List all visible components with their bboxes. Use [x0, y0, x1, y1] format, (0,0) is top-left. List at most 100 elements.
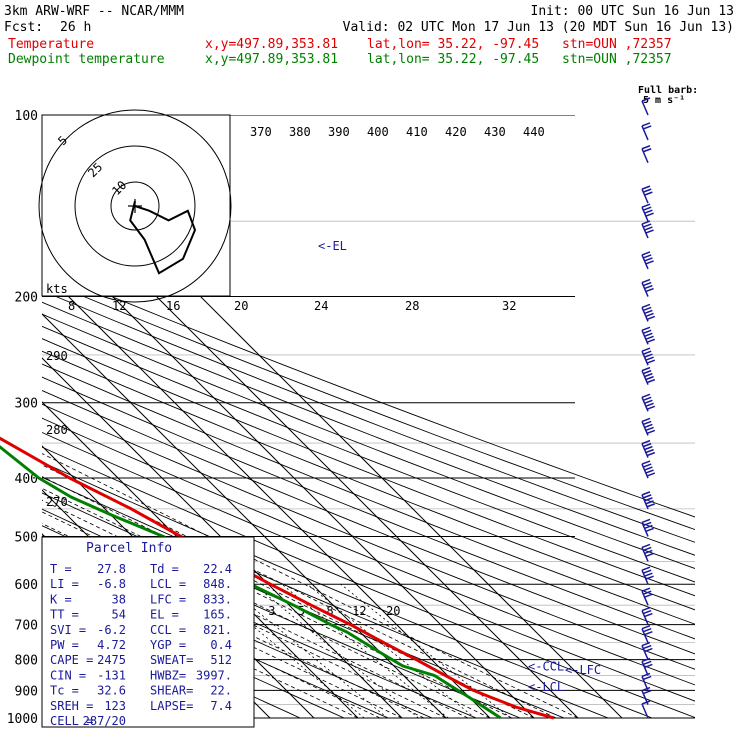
theta-label: 400: [367, 125, 389, 139]
parcel-info-value: HWBZ=: [150, 668, 186, 682]
parcel-info-value: T =: [50, 562, 72, 576]
parcel-info-value: LFC =: [150, 592, 186, 606]
parcel-info-value: SHEAR=: [150, 684, 193, 698]
moist-adiabat-line: [42, 453, 579, 719]
parcel-info-value: -6.2: [97, 623, 126, 637]
isotherm-line: [42, 401, 359, 719]
pressure-label: 1000: [7, 712, 38, 727]
parcel-info-value: EL =: [150, 608, 179, 622]
wind-barb: [641, 543, 654, 562]
wind-barb: [641, 122, 652, 141]
wind-barb: [641, 145, 652, 164]
dry-adiabat-line: [42, 325, 695, 583]
level-marker: <-LFC: [565, 663, 601, 677]
parcel-info-value: CCL =: [150, 623, 186, 637]
dry-adiabat-line: [42, 267, 695, 518]
parcel-info-value: 38: [112, 592, 126, 606]
dry-adiabat-line: [42, 376, 695, 640]
parcel-info-value: Td =: [150, 562, 179, 576]
dry-adiabat-line: [42, 389, 695, 655]
scale-label: 12: [112, 299, 126, 313]
parcel-info-value: 0.4: [210, 638, 232, 652]
wind-barb: [641, 185, 653, 204]
parcel-info-value: SREH =: [50, 699, 93, 713]
temperature-trace: [0, 436, 555, 720]
parcel-info-value: TT =: [50, 608, 79, 622]
dewpoint-trace: [0, 445, 502, 720]
wind-barb: [641, 326, 656, 345]
wind-barb: [641, 587, 653, 606]
theta-label: 280: [46, 423, 68, 437]
pressure-label: 600: [15, 578, 38, 593]
wind-barb: [641, 460, 656, 479]
level-marker: <-LCL: [528, 680, 564, 694]
pressure-label: 500: [15, 530, 38, 545]
dry-adiabat-line: [42, 278, 695, 531]
mixing-ratio-label: 3: [268, 604, 275, 618]
dry-adiabat-line: [42, 338, 695, 597]
diagram-axis-labels: 100200300400500600700800900100023581220-…: [7, 109, 545, 727]
model-title: 3km ARW-WRF -- NCAR/MMM: [4, 4, 184, 19]
valid-time: Valid: 02 UTC Mon 17 Jun 13 (20 MDT Sun …: [343, 20, 734, 35]
dry-adiabat-line: [42, 431, 695, 702]
wind-barb: [641, 566, 654, 585]
temp-legend-stn: stn=OUN ,72357: [562, 37, 672, 52]
dew-legend-xy: x,y=497.89,353.81: [205, 52, 338, 67]
wind-barb: [641, 606, 653, 625]
fcst-label: Fcst:: [4, 20, 43, 35]
scale-label: 32: [502, 299, 516, 313]
pressure-label: 700: [15, 619, 38, 634]
isotherm-line: [42, 225, 535, 719]
dry-adiabat-line: [42, 350, 695, 611]
wind-barb: [641, 686, 652, 705]
scale-label: 8: [68, 299, 75, 313]
moist-adiabat-line: [42, 511, 469, 719]
parcel-info-value: LI =: [50, 577, 79, 591]
parcel-info-value: 123: [104, 699, 126, 713]
temp-legend-label: Temperature: [8, 37, 94, 52]
dry-adiabat-line: [42, 446, 695, 719]
wind-barb: [641, 700, 651, 719]
theta-label: 410: [406, 125, 428, 139]
theta-label: 370: [250, 125, 272, 139]
dry-adiabat-line: [42, 363, 695, 625]
mixing-ratio-label: 20: [386, 604, 400, 618]
parcel-info-value: PW =: [50, 638, 79, 652]
wind-barb: [641, 366, 656, 385]
dew-legend-label: Dewpoint temperature: [8, 52, 165, 67]
wind-barb: [641, 641, 653, 660]
wind-barb: [641, 347, 656, 366]
theta-label: 290: [46, 349, 68, 363]
parcel-info-value: LAPSE=: [150, 699, 193, 713]
pressure-label: 200: [15, 291, 38, 306]
parcel-info-panel: Parcel Info T = 27.8 Td = 22.4 LI = -6.8 LCL =…: [41, 536, 255, 728]
isotherm-line: [0, 115, 6, 718]
theta-label: 420: [445, 125, 467, 139]
wind-barb: [641, 303, 656, 322]
wind-barb: [641, 491, 656, 510]
sounding-traces: <-EL <-LFC<-CCL <-LCL: [0, 239, 601, 720]
parcel-info-value: 32.6: [97, 684, 126, 698]
wind-barb: [641, 393, 656, 412]
mixing-ratio-line: [306, 583, 476, 719]
parcel-info-value: CELL =: [50, 714, 93, 728]
parcel-info-value: 22.4: [203, 562, 232, 576]
wind-barb: [641, 278, 654, 297]
parcel-info-value: SVI =: [50, 623, 86, 637]
theta-label: 380: [289, 125, 311, 139]
parcel-info-value: SWEAT=: [150, 653, 193, 667]
full-barb-value: 5 m s⁻¹: [643, 95, 685, 106]
wind-barb: [641, 97, 651, 116]
parcel-info-value: 821.: [203, 623, 232, 637]
wind-barb: [641, 672, 652, 691]
parcel-info-value: 22.: [210, 684, 232, 698]
init-time: Init: 00 UTC Sun 16 Jun 13: [531, 4, 735, 19]
full-barb-label: Full barb:: [638, 85, 698, 96]
parcel-info-value: -6.8: [97, 577, 126, 591]
dry-adiabat-line: [42, 403, 695, 670]
parcel-info-value: 4.72: [97, 638, 126, 652]
isotherm-line: [42, 269, 491, 719]
parcel-info-value: 833.: [203, 592, 232, 606]
dry-adiabat-line: [42, 290, 695, 543]
